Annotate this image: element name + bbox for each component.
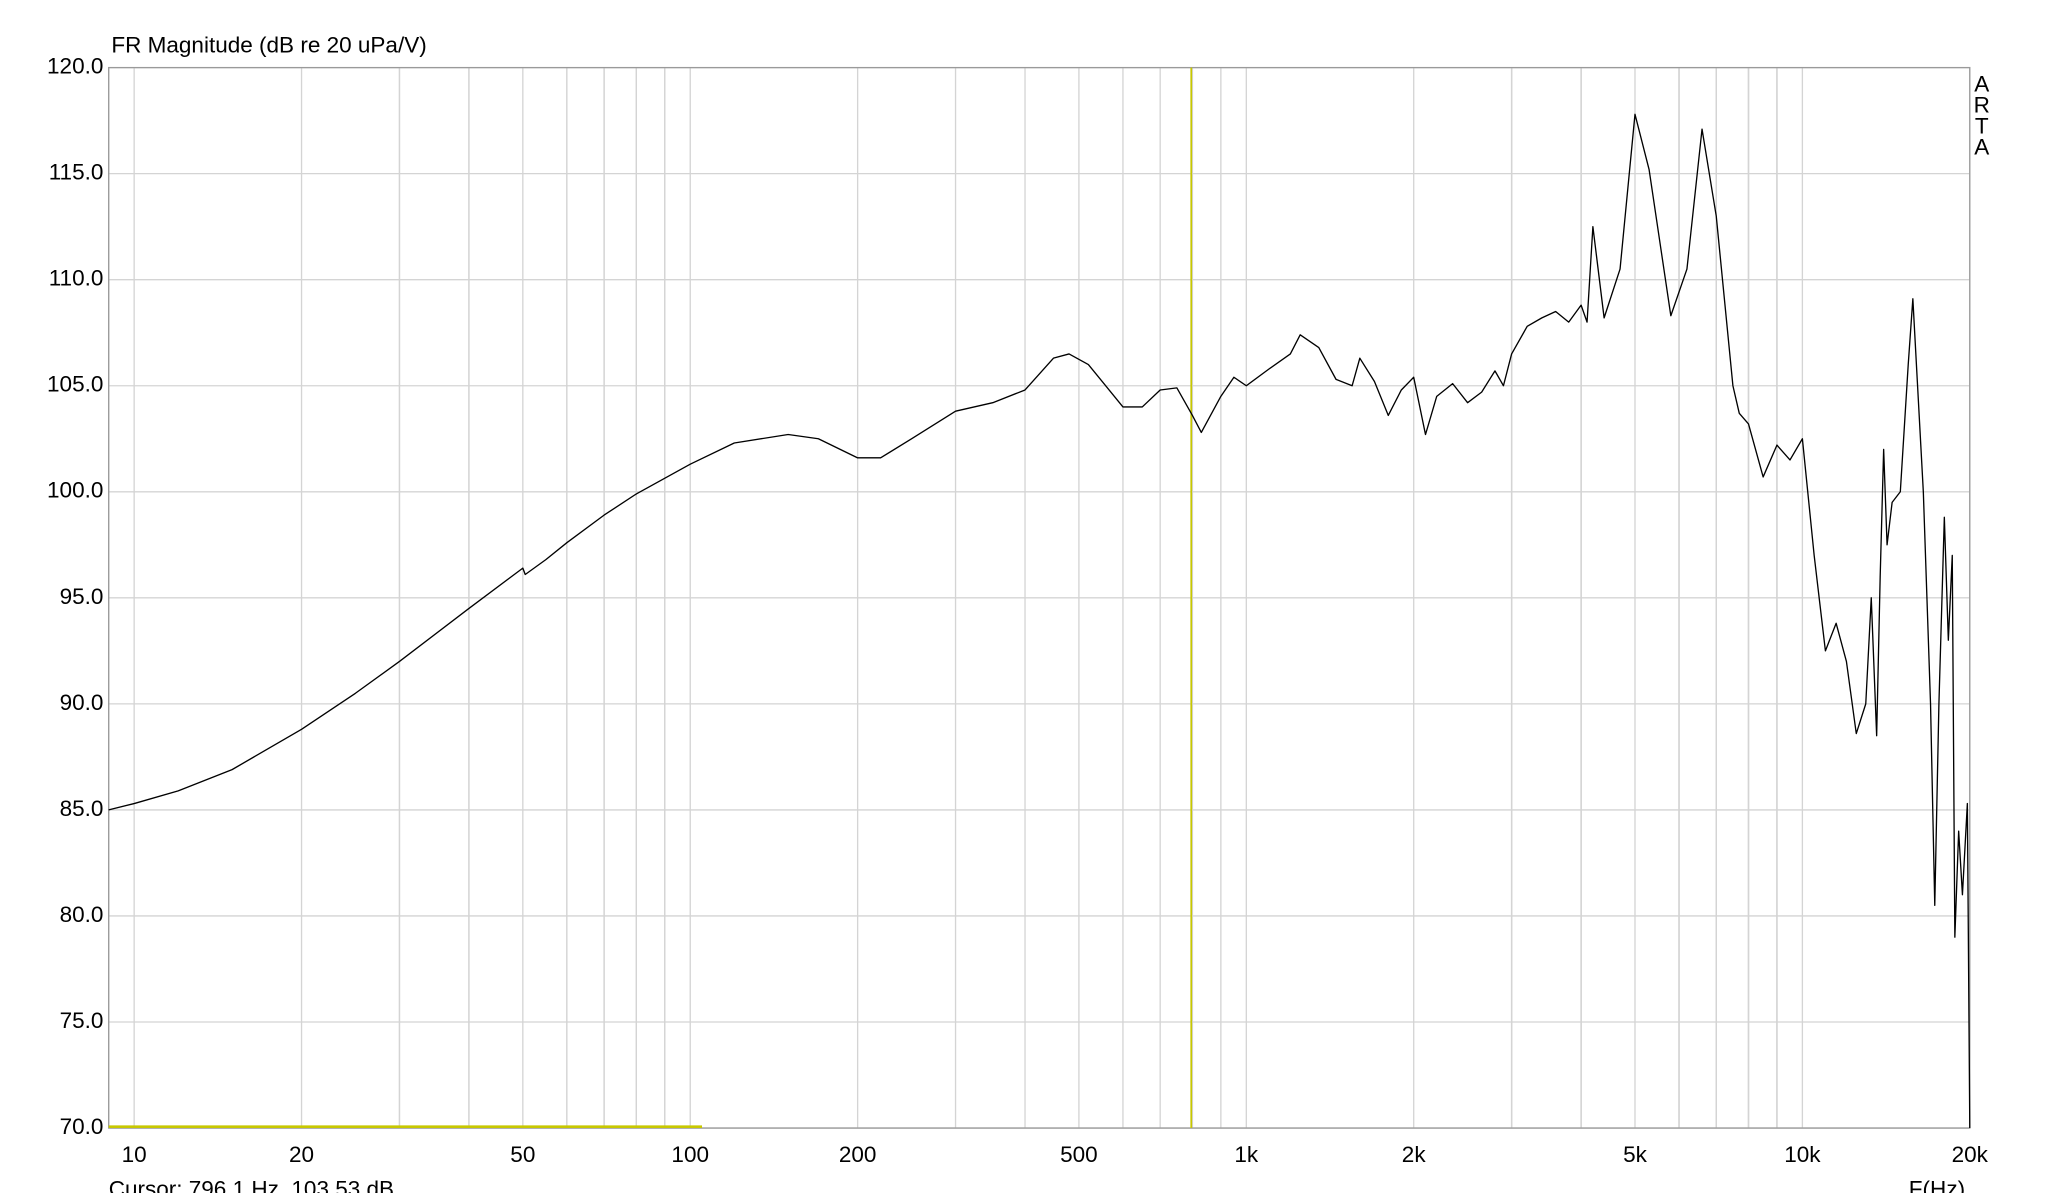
x-tick-label: 500	[1060, 1142, 1098, 1167]
x-tick-label: 2k	[1402, 1142, 1427, 1167]
x-tick-label: 1k	[1234, 1142, 1259, 1167]
x-tick-label: 20k	[1952, 1142, 1989, 1167]
y-tick-label: 100.0	[47, 478, 103, 503]
y-tick-label: 105.0	[47, 372, 103, 397]
y-tick-label: 75.0	[60, 1008, 104, 1033]
x-tick-label: 50	[510, 1142, 535, 1167]
y-tick-label: 80.0	[60, 902, 104, 927]
x-axis-label: F(Hz)	[1909, 1176, 1965, 1193]
x-tick-label: 20	[289, 1142, 314, 1167]
y-tick-label: 95.0	[60, 584, 104, 609]
x-tick-label: 10	[122, 1142, 147, 1167]
watermark: ARTA	[1969, 72, 1994, 156]
plot-frame	[108, 66, 1971, 1129]
y-tick-label: 85.0	[60, 796, 104, 821]
cursor-readout: Cursor: 796.1 Hz, 103.53 dB	[109, 1176, 394, 1193]
x-tick-label: 5k	[1623, 1142, 1648, 1167]
y-tick-label: 110.0	[49, 266, 104, 291]
response-curve	[108, 113, 1971, 1129]
x-tick-label: 100	[671, 1142, 709, 1167]
x-tick-label: 200	[839, 1142, 877, 1167]
y-tick-label: 120.0	[47, 54, 103, 79]
y-tick-label: 90.0	[60, 690, 104, 715]
x-tick-label: 10k	[1784, 1142, 1821, 1167]
chart-title: FR Magnitude (dB re 20 uPa/V)	[111, 32, 426, 57]
y-tick-label: 70.0	[60, 1114, 104, 1139]
y-tick-label: 115.0	[49, 160, 104, 185]
